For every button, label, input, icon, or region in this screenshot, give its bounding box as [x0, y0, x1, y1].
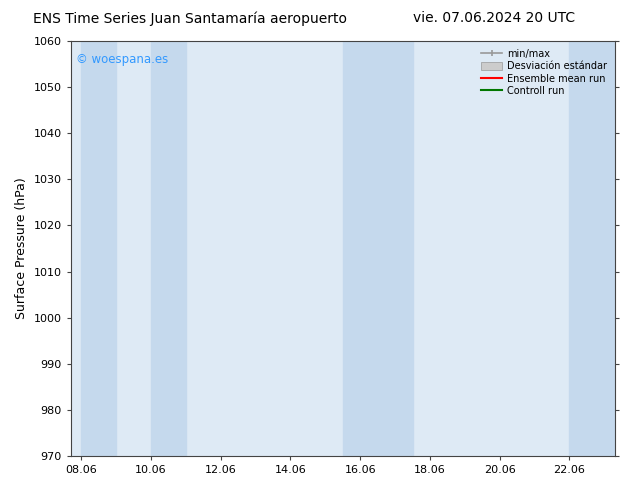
Legend: min/max, Desviación estándar, Ensemble mean run, Controll run: min/max, Desviación estándar, Ensemble m… — [478, 46, 610, 99]
Bar — [343, 41, 413, 456]
Bar — [569, 41, 615, 456]
Bar — [151, 41, 186, 456]
Text: © woespana.es: © woespana.es — [76, 53, 169, 67]
Y-axis label: Surface Pressure (hPa): Surface Pressure (hPa) — [15, 178, 28, 319]
Bar — [81, 41, 116, 456]
Text: vie. 07.06.2024 20 UTC: vie. 07.06.2024 20 UTC — [413, 11, 576, 25]
Text: ENS Time Series Juan Santamaría aeropuerto: ENS Time Series Juan Santamaría aeropuer… — [33, 11, 347, 26]
